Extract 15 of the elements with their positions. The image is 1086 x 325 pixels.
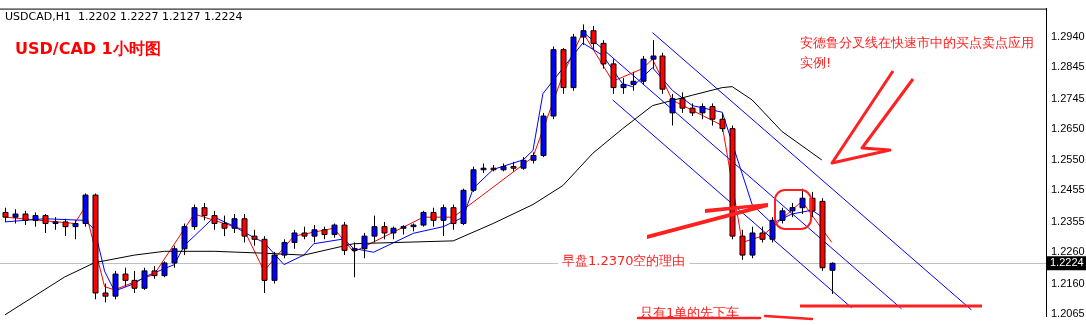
- y-tick-label: 1.2065: [1051, 306, 1085, 319]
- y-tick-label: 1.2260: [1051, 244, 1085, 257]
- ref-line-label: 1.2224: [1050, 256, 1084, 269]
- y-tick-label: 1.2650: [1051, 121, 1085, 134]
- annotation: 早盘1.2370空的理由: [562, 253, 686, 269]
- annotation: 安德鲁分叉线在快速市中的买点卖点应用实例!: [800, 35, 1034, 71]
- chart-title: USDCAD,H1 1.2202 1.2227 1.2127 1.2224: [5, 10, 243, 24]
- y-tick-label: 1.2550: [1051, 153, 1085, 166]
- y-tick-label: 1.2745: [1051, 91, 1085, 104]
- annotation: USD/CAD 1小时图: [15, 39, 161, 59]
- y-tick-label: 1.2160: [1051, 276, 1085, 289]
- y-tick-label: 1.2845: [1051, 60, 1085, 73]
- y-tick-label: 1.2355: [1051, 214, 1085, 227]
- y-tick-label: 1.2940: [1051, 30, 1085, 43]
- y-tick-label: 1.2455: [1051, 183, 1085, 196]
